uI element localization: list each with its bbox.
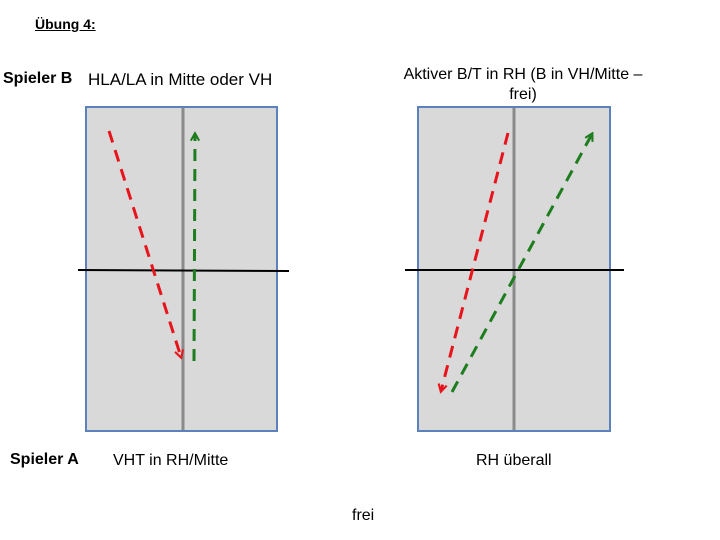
- table-left-green-arrow: [194, 134, 195, 362]
- table-left-net: [77, 269, 290, 272]
- exercise-title: Übung 4:: [35, 16, 96, 32]
- table-right: [405, 106, 624, 432]
- panel-2-bottom-text: RH überall: [476, 452, 552, 469]
- player-a-label: Spieler A: [10, 451, 79, 468]
- panel-1-bottom-text: VHT in RH/Mitte: [113, 452, 229, 469]
- table-left: [77, 106, 290, 432]
- panel-1-top-text: HLA/LA in Mitte oder VH: [88, 70, 273, 89]
- player-b-label: Spieler B: [3, 70, 73, 87]
- table-right-red-arrow: [441, 132, 510, 391]
- table-right-green-arrow: [450, 134, 592, 393]
- panel-2-top-text: Aktiver B/T in RH (B in VH/Mitte – frei): [403, 66, 643, 103]
- footer-text: frei: [352, 507, 375, 524]
